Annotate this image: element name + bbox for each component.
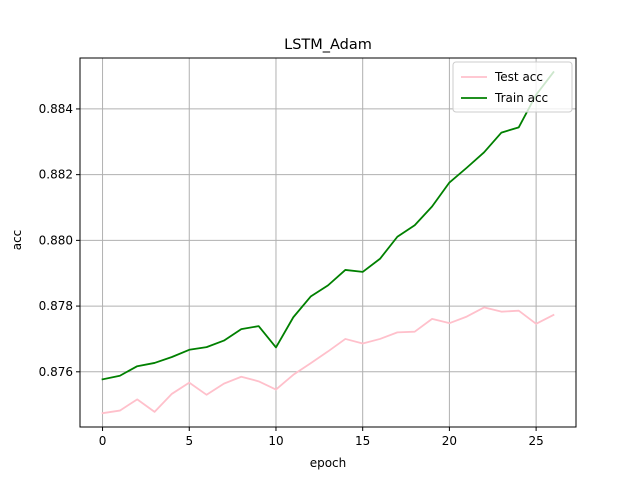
- data-point-train-acc: [291, 315, 295, 319]
- data-point-test-acc: [482, 305, 486, 309]
- y-tick-label: 0.878: [39, 299, 73, 313]
- data-point-test-acc: [361, 342, 365, 346]
- chart-title: LSTM_Adam: [284, 37, 372, 53]
- x-axis-label: epoch: [310, 456, 347, 470]
- data-point-test-acc: [153, 410, 157, 414]
- data-point-train-acc: [187, 348, 191, 352]
- data-point-test-acc: [101, 411, 105, 415]
- data-point-train-acc: [153, 361, 157, 365]
- data-point-train-acc: [326, 283, 330, 287]
- data-point-train-acc: [309, 295, 313, 299]
- x-tick-label: 15: [355, 434, 370, 448]
- data-point-train-acc: [361, 270, 365, 274]
- data-point-test-acc: [274, 388, 278, 392]
- series-lines: [101, 70, 555, 415]
- plot-frame: [79, 57, 577, 428]
- data-point-train-acc: [447, 181, 451, 185]
- data-point-test-acc: [257, 379, 261, 383]
- data-point-test-acc: [291, 373, 295, 377]
- data-point-train-acc: [101, 377, 105, 381]
- data-point-train-acc: [222, 339, 226, 343]
- data-point-train-acc: [118, 374, 122, 378]
- x-tick-label: 10: [268, 434, 283, 448]
- legend-label: Test acc: [494, 70, 543, 84]
- data-point-test-acc: [430, 317, 434, 321]
- data-point-train-acc: [413, 223, 417, 227]
- y-tick-label: 0.882: [39, 168, 73, 182]
- series-line-test-acc: [101, 306, 555, 415]
- data-point-test-acc: [534, 322, 538, 326]
- data-point-train-acc: [135, 364, 139, 368]
- data-point-train-acc: [239, 327, 243, 331]
- data-point-train-acc: [257, 324, 261, 328]
- data-point-test-acc: [309, 361, 313, 365]
- data-point-train-acc: [378, 257, 382, 261]
- data-point-train-acc: [274, 345, 278, 349]
- data-point-test-acc: [395, 330, 399, 334]
- data-point-train-acc: [343, 268, 347, 272]
- legend-box: [452, 61, 573, 113]
- data-point-test-acc: [205, 393, 209, 397]
- data-point-train-acc: [499, 131, 503, 135]
- data-point-test-acc: [551, 313, 555, 317]
- y-tick-label: 0.876: [39, 365, 73, 379]
- data-point-test-acc: [465, 315, 469, 319]
- x-tick-label: 5: [185, 434, 193, 448]
- legend: Test acc Train acc: [452, 61, 573, 113]
- data-point-train-acc: [465, 166, 469, 170]
- data-point-test-acc: [413, 330, 417, 334]
- data-point-train-acc: [170, 355, 174, 359]
- data-point-test-acc: [378, 337, 382, 341]
- x-tick-label: 25: [528, 434, 543, 448]
- data-point-test-acc: [222, 382, 226, 386]
- data-point-test-acc: [343, 337, 347, 341]
- y-tick-label: 0.884: [39, 102, 73, 116]
- data-point-test-acc: [170, 392, 174, 396]
- y-tick-label: 0.880: [39, 233, 73, 247]
- legend-label: Train acc: [494, 91, 548, 105]
- data-point-train-acc: [395, 235, 399, 239]
- data-point-train-acc: [430, 205, 434, 209]
- data-point-train-acc: [205, 345, 209, 349]
- x-tick-label: 20: [442, 434, 457, 448]
- y-axis-label: acc: [10, 230, 24, 251]
- data-point-train-acc: [517, 125, 521, 129]
- data-point-test-acc: [517, 309, 521, 313]
- data-point-test-acc: [239, 375, 243, 379]
- data-point-test-acc: [135, 397, 139, 401]
- x-tick-label: 0: [99, 434, 107, 448]
- data-point-test-acc: [447, 321, 451, 325]
- data-point-test-acc: [118, 409, 122, 413]
- data-point-train-acc: [482, 150, 486, 154]
- series-line-train-acc: [101, 70, 555, 381]
- axis-ticks: 0 5 10 15 20 25 0.876 0.878 0.880 0.882 0.884: [39, 102, 544, 448]
- data-point-test-acc: [499, 310, 503, 314]
- data-point-test-acc: [326, 349, 330, 353]
- data-point-test-acc: [187, 381, 191, 385]
